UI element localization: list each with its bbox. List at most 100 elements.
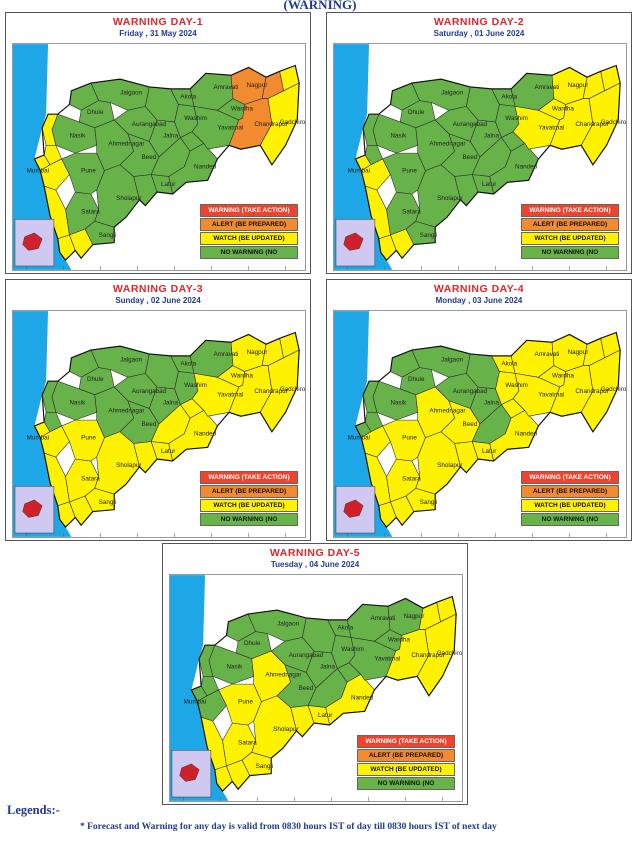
district-label-dhule: Dhule <box>408 376 425 383</box>
district-label-dhule: Dhule <box>87 376 104 383</box>
district-label-latur: Latur <box>161 181 175 188</box>
district-label-pune: Pune <box>81 435 96 442</box>
district-label-satara: Satara <box>402 475 421 482</box>
legend-warning: WARNING (TAKE ACTION) <box>357 735 455 748</box>
legend-watch: WATCH (BE UPDATED) <box>200 232 298 245</box>
district-label-aurangabad: Aurangabad <box>453 388 488 395</box>
day-4-panel: WARNING DAY-4 Monday , 03 June 2024 Dhul… <box>326 279 632 541</box>
district-label-aurangabad: Aurangabad <box>289 652 324 659</box>
state-outline <box>354 64 621 262</box>
legend-watch: WATCH (BE UPDATED) <box>357 763 455 776</box>
district-label-chandrapur: Chandrapur <box>254 121 287 128</box>
district-label-chandrapur: Chandrapur <box>254 388 287 395</box>
district-label-yavatmal: Yavatmal <box>538 125 564 132</box>
district-label-yavatmal: Yavatmal <box>217 125 243 132</box>
district-label-washim: Washim <box>341 646 364 653</box>
legend-no-warning: NO WARNING (NO <box>521 513 619 526</box>
day-date: Friday , 31 May 2024 <box>119 29 197 38</box>
district-label-ahmednagar: Ahmednagar <box>265 671 301 678</box>
legend-warning: WARNING (TAKE ACTION) <box>521 471 619 484</box>
district-label-sangli: Sangli <box>256 763 274 770</box>
day-title: WARNING DAY-4 <box>433 283 525 295</box>
district-label-gadchiroli: Gadchiroli <box>280 386 305 393</box>
legend-no-warning: NO WARNING (NO <box>521 246 619 259</box>
day-title: WARNING DAY-2 <box>433 16 525 28</box>
state-outline <box>33 64 300 262</box>
state-outline <box>354 331 621 529</box>
district-label-nashik: Nasik <box>390 133 407 140</box>
district-label-washim: Washim <box>184 382 207 389</box>
day-date: Sunday , 02 June 2024 <box>115 296 201 305</box>
day-date: Saturday , 01 June 2024 <box>433 29 525 38</box>
legend-warning: WARNING (TAKE ACTION) <box>521 204 619 217</box>
district-label-amravati: Amravati <box>535 84 560 91</box>
district-label-nanded: Nanded <box>194 164 217 171</box>
district-label-aurangabad: Aurangabad <box>132 121 167 128</box>
district-label-pune: Pune <box>402 168 417 175</box>
legend-box: WARNING (TAKE ACTION) ALERT (BE PREPARED… <box>200 470 298 526</box>
district-label-nanded: Nanded <box>351 695 374 702</box>
district-label-jalna: Jalna <box>163 133 179 140</box>
day-1-panel: WARNING DAY-1 Friday , 31 May 2024 Dhule… <box>5 12 311 274</box>
district-label-nagpur: Nagpur <box>404 613 425 620</box>
district-label-wardha: Wardha <box>552 372 574 379</box>
arabian-sea <box>334 311 393 537</box>
district-label-gadchiroli: Gadchiroli <box>601 119 626 126</box>
district-label-nagpur: Nagpur <box>568 82 589 89</box>
district-label-amravati: Amravati <box>214 351 239 358</box>
district-label-pune: Pune <box>238 699 253 706</box>
district-label-jalgaon: Jalgaon <box>120 357 143 364</box>
district-label-ahmednagar: Ahmednagar <box>108 140 144 147</box>
district-label-akola: Akola <box>180 94 196 101</box>
district-label-beed: Beed <box>462 154 477 161</box>
day-date: Tuesday , 04 June 2024 <box>270 560 360 569</box>
state-outline <box>190 595 457 793</box>
legend-no-warning: NO WARNING (NO <box>200 513 298 526</box>
district-label-dhule: Dhule <box>87 109 104 116</box>
district-label-satara: Satara <box>402 208 421 215</box>
maharashtra-map: Dhule Jalgaon Nasik Mumbai Sangli Satara Pune A… <box>13 311 305 537</box>
district-label-sangli: Sangli <box>99 499 117 506</box>
district-label-beed: Beed <box>462 421 477 428</box>
day-5-panel: WARNING DAY-5 Tuesday , 04 June 2024 Dhu… <box>162 543 468 805</box>
district-label-solapur: Sholapur <box>116 195 141 202</box>
district-label-washim: Washim <box>505 115 528 122</box>
district-label-mumbai: Mumbai <box>348 435 370 442</box>
district-label-satara: Satara <box>81 475 100 482</box>
validity-footnote: * Forecast and Warning for any day is va… <box>80 822 497 832</box>
district-label-nanded: Nanded <box>194 431 217 438</box>
district-label-chandrapur: Chandrapur <box>411 652 444 659</box>
legend-alert: ALERT (BE PREPARED) <box>521 485 619 498</box>
district-label-nashik: Nasik <box>69 400 86 407</box>
arabian-sea <box>334 44 393 270</box>
district-label-wardha: Wardha <box>388 636 410 643</box>
district-label-jalna: Jalna <box>163 400 179 407</box>
maharashtra-map: Dhule Jalgaon Nasik Mumbai Sangli Satara Pune A… <box>13 44 305 270</box>
district-label-satara: Satara <box>81 208 100 215</box>
district-label-jalgaon: Jalgaon <box>441 90 464 97</box>
legend-alert: ALERT (BE PREPARED) <box>200 218 298 231</box>
district-label-chandrapur: Chandrapur <box>575 121 608 128</box>
district-label-aurangabad: Aurangabad <box>132 388 167 395</box>
legend-watch: WATCH (BE UPDATED) <box>200 499 298 512</box>
legend-warning: WARNING (TAKE ACTION) <box>200 204 298 217</box>
district-label-latur: Latur <box>482 448 496 455</box>
district-label-nanded: Nanded <box>515 164 538 171</box>
inset-state-shape <box>22 499 43 518</box>
district-label-yavatmal: Yavatmal <box>374 656 400 663</box>
district-label-beed: Beed <box>141 421 156 428</box>
arabian-sea <box>13 311 72 537</box>
district-label-solapur: Sholapur <box>437 195 462 202</box>
inset-state-shape <box>343 499 364 518</box>
district-label-dhule: Dhule <box>408 109 425 116</box>
district-label-ahmednagar: Ahmednagar <box>429 140 465 147</box>
day-date: Monday , 03 June 2024 <box>435 296 523 305</box>
day-title: WARNING DAY-1 <box>112 16 204 28</box>
page-title: (WARNING) <box>283 0 357 12</box>
district-label-dhule: Dhule <box>244 640 261 647</box>
arabian-sea <box>13 44 72 270</box>
inset-state-shape <box>343 232 364 251</box>
district-label-wardha: Wardha <box>231 372 253 379</box>
district-label-jalgaon: Jalgaon <box>120 90 143 97</box>
legend-alert: ALERT (BE PREPARED) <box>200 485 298 498</box>
